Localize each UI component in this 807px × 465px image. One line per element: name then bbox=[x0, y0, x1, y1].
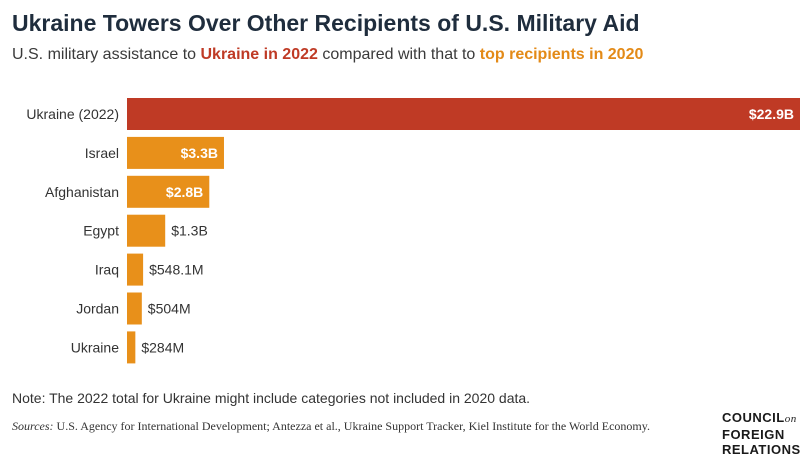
category-label: Ukraine (2022) bbox=[26, 106, 119, 122]
subtitle-highlight-ukraine: Ukraine in 2022 bbox=[200, 46, 318, 63]
sources-text: U.S. Agency for International Developmen… bbox=[53, 419, 650, 433]
bar bbox=[127, 331, 136, 364]
bar-chart: Ukraine (2022) $22.9B Israel $3.3B Afghanist… bbox=[26, 98, 800, 364]
subtitle-highlight-top: top recipients in 2020 bbox=[479, 46, 644, 63]
chart-title: Ukraine Towers Over Other Recipients of … bbox=[12, 10, 640, 36]
value-label: $1.3B bbox=[171, 223, 208, 239]
logo-line-2: FOREIGN bbox=[722, 427, 785, 442]
bar bbox=[127, 214, 166, 247]
chart-sources: Sources: U.S. Agency for International D… bbox=[12, 419, 692, 434]
subtitle-middle: compared with that to bbox=[317, 46, 480, 63]
category-label: Jordan bbox=[76, 301, 119, 317]
category-label: Afghanistan bbox=[45, 184, 119, 200]
value-label: $284M bbox=[141, 339, 184, 355]
bar bbox=[127, 175, 210, 208]
sources-label: Sources: bbox=[12, 419, 54, 433]
category-label: Iraq bbox=[95, 262, 119, 278]
bar bbox=[127, 136, 224, 169]
bar bbox=[127, 292, 142, 325]
value-label: $2.8B bbox=[166, 184, 203, 200]
value-label: $3.3B bbox=[181, 145, 218, 161]
category-label: Egypt bbox=[83, 223, 119, 239]
value-label: $548.1M bbox=[149, 262, 203, 278]
bar bbox=[127, 253, 144, 286]
chart-subtitle: U.S. military assistance to Ukraine in 2… bbox=[12, 46, 643, 64]
category-label: Israel bbox=[85, 145, 119, 161]
value-label: $22.9B bbox=[749, 106, 794, 122]
logo-line-1: COUNCILon bbox=[722, 410, 797, 425]
chart-note: Note: The 2022 total for Ukraine might i… bbox=[12, 390, 531, 406]
bar bbox=[127, 98, 800, 130]
category-label: Ukraine bbox=[71, 339, 119, 355]
cfr-logo: COUNCILon FOREIGN RELATIONS bbox=[722, 410, 802, 457]
subtitle-prefix: U.S. military assistance to bbox=[12, 46, 201, 63]
value-label: $504M bbox=[148, 301, 191, 317]
logo-line-3: RELATIONS bbox=[722, 442, 801, 457]
